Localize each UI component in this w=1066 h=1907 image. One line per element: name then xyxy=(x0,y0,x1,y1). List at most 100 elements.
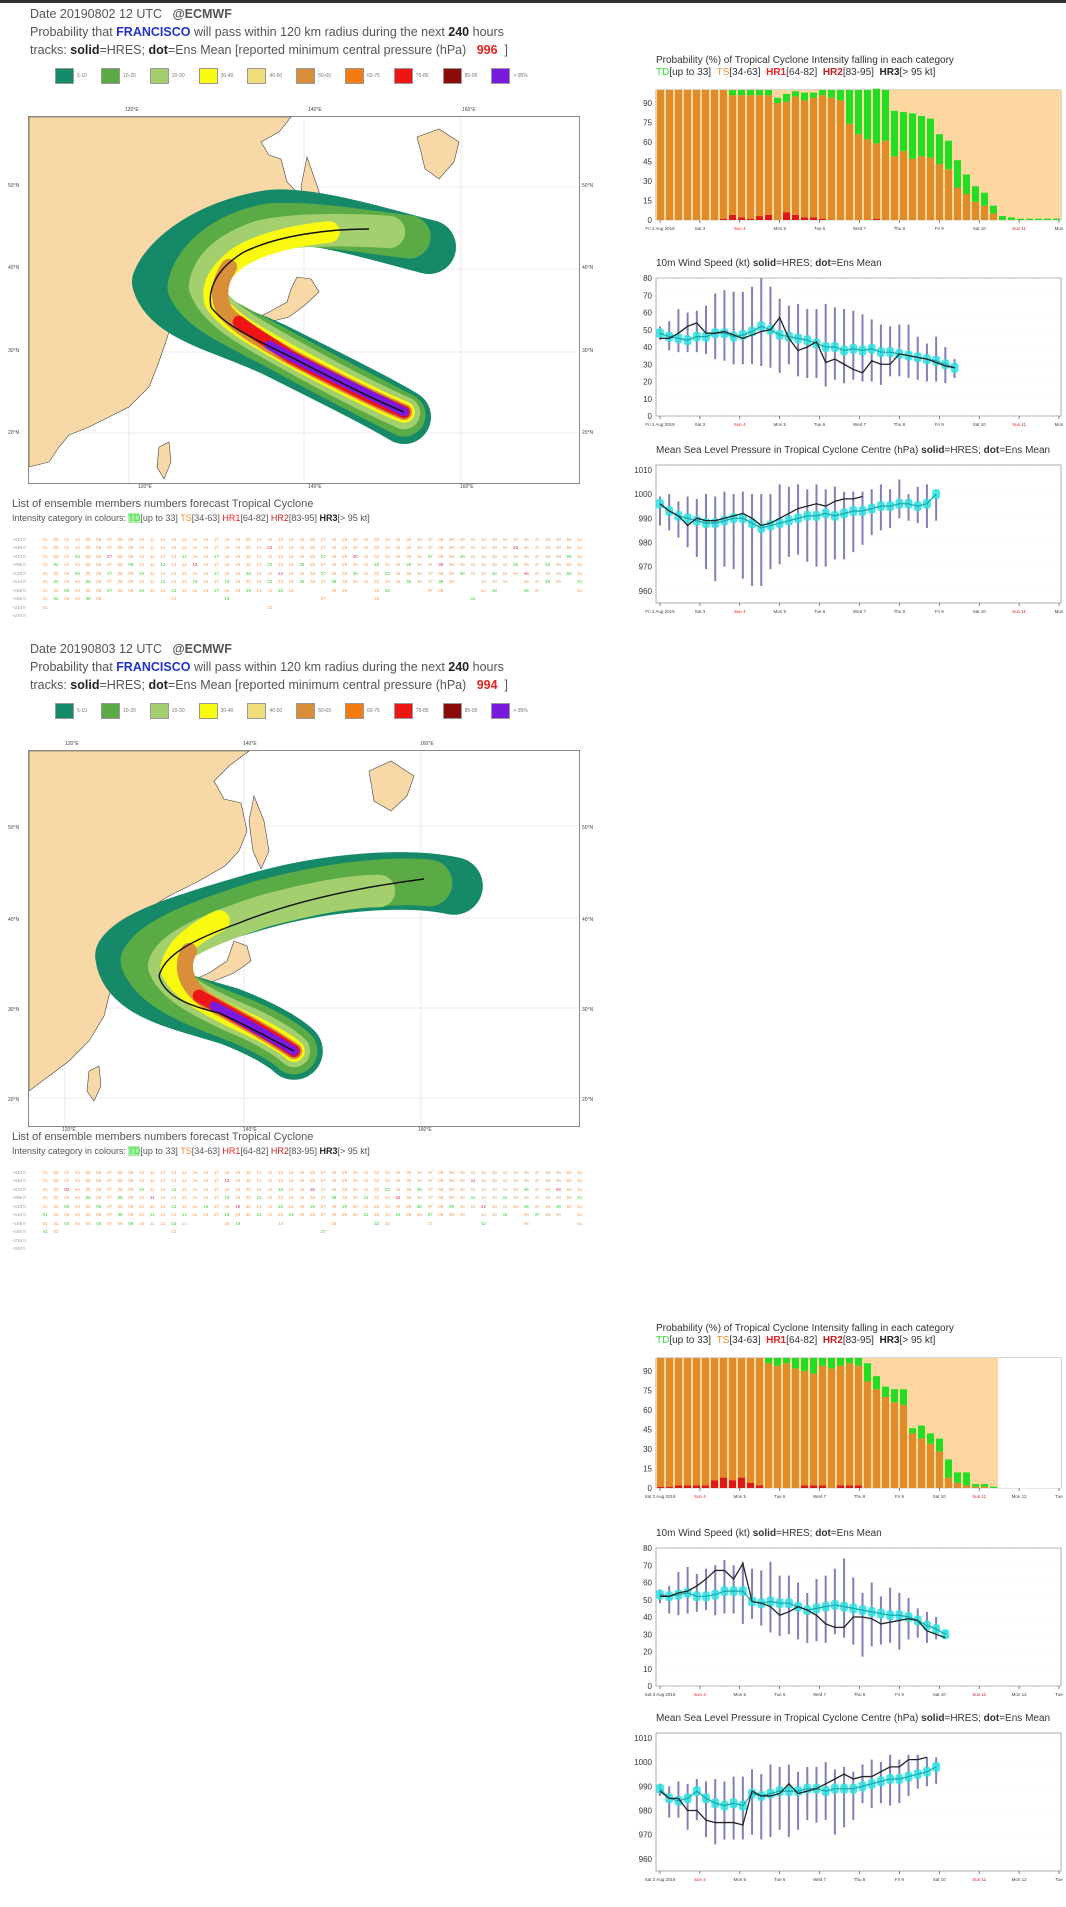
ensemble-member-cell: 45 xyxy=(513,570,519,576)
ensemble-member-cell: 00 xyxy=(489,1229,500,1234)
ensemble-member-cell: 09 xyxy=(128,570,134,576)
x-tick-label: Thu 8 xyxy=(854,1692,866,1697)
category-code-td: TD xyxy=(128,1146,141,1156)
ensemble-member-cell: 28 xyxy=(331,570,337,576)
ensemble-member-cell: 47 xyxy=(534,570,540,576)
ensemble-member-cell: 00 xyxy=(457,596,468,601)
solid-label: solid xyxy=(70,43,100,57)
ensemble-member-cell: 00 xyxy=(510,1246,521,1251)
x-tick-label: Mon xyxy=(1055,226,1064,231)
ensemble-member-cell: 36 xyxy=(416,1203,422,1209)
ensemble-member-cell: 08 xyxy=(117,553,123,559)
legend-swatch xyxy=(198,68,218,84)
ensemble-member-cell: 00 xyxy=(339,605,350,610)
ensemble-member-cell: 17 xyxy=(213,1203,219,1209)
y-tick-label: 970 xyxy=(639,563,653,572)
ensemble-member-cell: 08 xyxy=(117,1220,123,1226)
ensemble-member-cell: 00 xyxy=(115,605,126,610)
dot-label: dot xyxy=(815,1528,831,1539)
ensemble-member-cell: 00 xyxy=(339,596,350,601)
ensemble-row: +072 h 01 02 03 04 05 06 07 08 09 10 11 12 13 14 15 16 17… xyxy=(12,1185,585,1194)
ensemble-member-cell: 00 xyxy=(286,596,297,601)
ensemble-member-cell: 25 xyxy=(299,536,305,542)
ensemble-member-cell: 00 xyxy=(286,1246,297,1251)
ensemble-member-cell: 38 xyxy=(438,570,444,576)
ensemble-member-cell: 00 xyxy=(275,613,286,618)
ensemble-member-cell: 03 xyxy=(64,1220,70,1226)
bar-ts xyxy=(846,123,853,220)
kamchatka xyxy=(416,128,460,180)
ensemble-row-label: +216 h xyxy=(12,1237,26,1243)
ensemble-member-cell: 19 xyxy=(235,570,241,576)
ensemble-member-cell: 51 xyxy=(577,579,583,585)
solid-label: solid xyxy=(70,678,100,692)
ensemble-member-cell: 08 xyxy=(117,1203,123,1209)
ensemble-member-cell: 47 xyxy=(534,579,540,585)
mslp-chart-title: Mean Sea Level Pressure in Tropical Cycl… xyxy=(656,445,1050,456)
x-tick-label: Sun 4 xyxy=(734,609,746,614)
bar-td xyxy=(738,90,745,96)
ensemble-member-cell: 28 xyxy=(331,1186,337,1192)
ensemble-member-cell: 40 xyxy=(459,1169,465,1175)
ensemble-member-cell: 24 xyxy=(288,562,294,568)
ensemble-member-cell: 30 xyxy=(352,1203,358,1209)
ensemble-member-cell: 24 xyxy=(288,570,294,576)
ensemble-member-cell: 00 xyxy=(286,1238,297,1243)
ensemble-member-cell: 51 xyxy=(577,1203,583,1209)
bar-td xyxy=(1008,217,1015,220)
ensemble-member-cell: 00 xyxy=(403,613,414,618)
ensemble-member-cell: 00 xyxy=(211,1229,222,1234)
ensemble-member-cell: 24 xyxy=(288,1195,294,1201)
ensemble-member-cell: 42 xyxy=(481,536,487,542)
legend-label: 40-50 xyxy=(269,708,283,714)
ensemble-member-cell: 08 xyxy=(117,570,123,576)
ensemble-member-cell: 00 xyxy=(93,605,104,610)
legend-swatch xyxy=(198,703,218,719)
track-probability-map[interactable] xyxy=(28,750,580,1127)
ensemble-member-cell: 00 xyxy=(468,1229,479,1234)
bar-ts xyxy=(936,164,943,220)
ensemble-member-cell: 31 xyxy=(363,579,369,585)
map-lon-label-top: 160°E xyxy=(462,107,476,113)
legend-item: 40-50 xyxy=(247,703,282,719)
ensemble-member-cell: 01 xyxy=(42,587,48,593)
bar-td xyxy=(945,1459,952,1478)
ensemble-member-cell: 51 xyxy=(577,1186,583,1192)
ensemble-member-cell: 36 xyxy=(416,1195,422,1201)
ensemble-member-cell: 00 xyxy=(254,1229,265,1234)
ensemble-member-cell: 07 xyxy=(106,587,112,593)
ensemble-member-cell: 29 xyxy=(342,545,348,551)
category-range: [64-82] xyxy=(786,1335,818,1346)
ensemble-member-cell: 06 xyxy=(96,570,102,576)
bar-td xyxy=(972,186,979,202)
ensemble-member-cell: 43 xyxy=(491,1203,497,1209)
ensemble-member-cell: 00 xyxy=(393,588,404,593)
ensemble-member-cell: 00 xyxy=(435,1229,446,1234)
ensemble-member-cell: 00 xyxy=(532,1221,543,1226)
ensemble-member-cell: 00 xyxy=(51,1246,62,1251)
ensemble-member-cell: 32 xyxy=(374,545,380,551)
ensemble-member-cell: 01 xyxy=(42,570,48,576)
ensemble-member-cell: 05 xyxy=(85,1169,91,1175)
ensemble-member-cell: 20 xyxy=(245,545,251,551)
track-probability-map[interactable] xyxy=(28,116,580,484)
bar-td xyxy=(792,1358,799,1369)
ensemble-member-cell: 47 xyxy=(534,1186,540,1192)
ensemble-member-cell: 01 xyxy=(42,1195,48,1201)
ensemble-member-cell: 09 xyxy=(128,1212,134,1218)
ensemble-member-cell: 33 xyxy=(384,1212,390,1218)
ensemble-member-cell: 34 xyxy=(395,1178,401,1184)
ensemble-member-cell: 41 xyxy=(470,1186,476,1192)
category-code-hr1: HR1 xyxy=(222,513,241,523)
ensemble-member-cell: 00 xyxy=(83,1229,94,1234)
ensemble-member-cell: 13 xyxy=(171,562,177,568)
ensemble-member-cell: 41 xyxy=(470,596,476,602)
ensemble-member-cell: 18 xyxy=(224,587,230,593)
y-tick-label: 1010 xyxy=(634,466,652,475)
ensemble-member-cell: 00 xyxy=(61,1246,72,1251)
ensemble-member-cell: 22 xyxy=(267,545,273,551)
bar-ts xyxy=(693,1358,700,1486)
ensemble-member-cell: 34 xyxy=(395,562,401,568)
